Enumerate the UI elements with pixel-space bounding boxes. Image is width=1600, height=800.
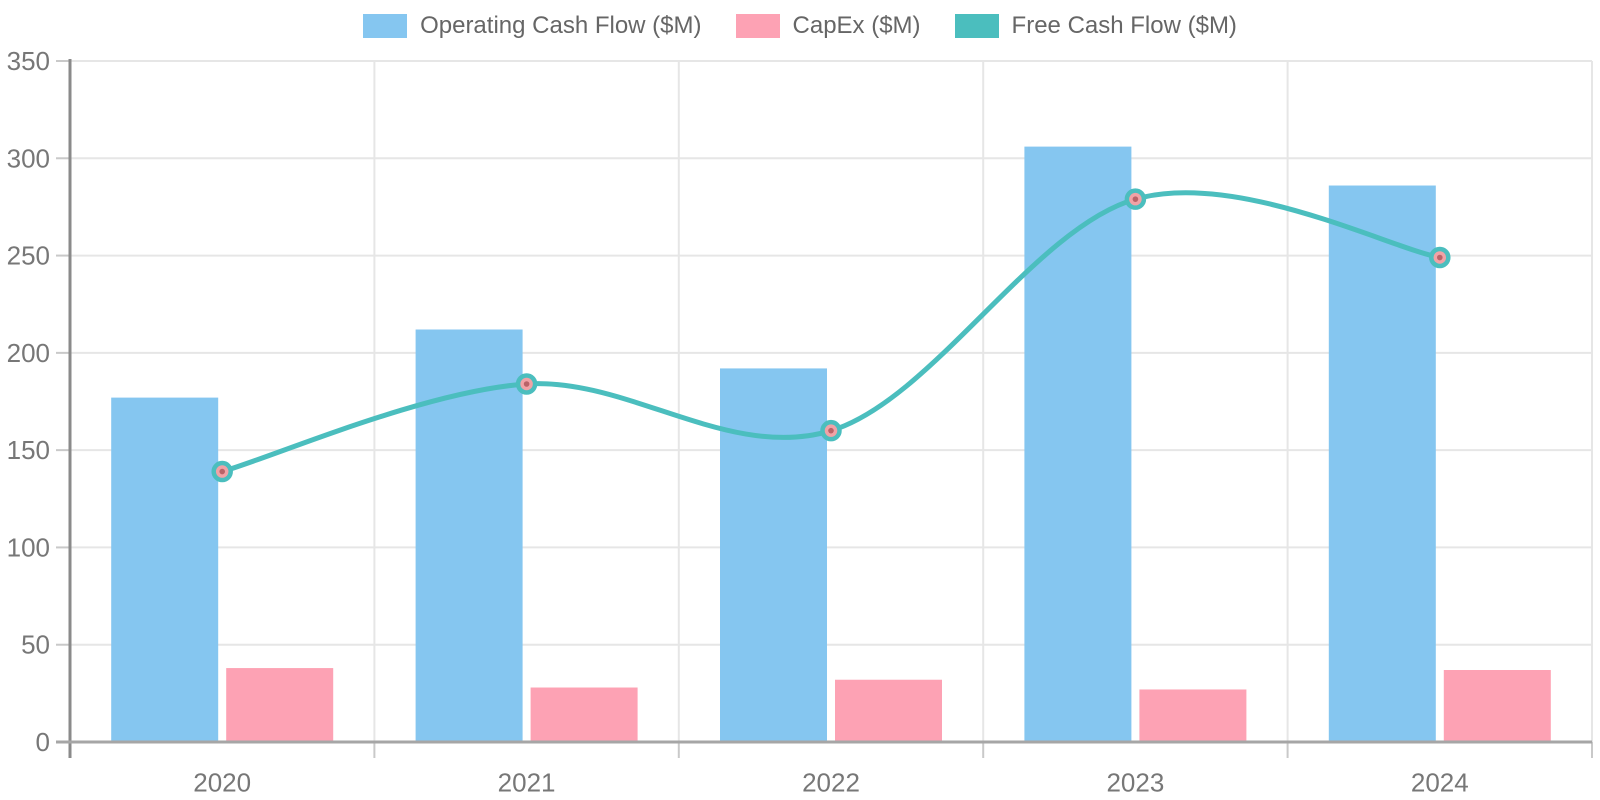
bar-operating-cash-flow-2022[interactable]: [720, 368, 827, 742]
y-tick-label: 200: [7, 338, 50, 368]
bar-operating-cash-flow-2023[interactable]: [1024, 146, 1132, 742]
x-tick-label-2020: 2020: [193, 768, 251, 798]
y-tick-label: 150: [7, 435, 50, 465]
bar-capex-2023[interactable]: [1139, 689, 1247, 742]
legend-swatch-free-cash-flow: [954, 14, 999, 38]
legend-label-free-cash-flow: Free Cash Flow ($M): [1011, 12, 1237, 39]
legend-swatch-capex: [735, 14, 780, 38]
bar-capex-2020[interactable]: [226, 668, 334, 742]
y-tick-label: 50: [21, 630, 50, 660]
legend-label-operating-cash-flow: Operating Cash Flow ($M): [420, 12, 702, 39]
x-tick-label-2021: 2021: [498, 768, 556, 798]
point-center-dot: [523, 381, 530, 387]
x-tick-label-2024: 2024: [1411, 768, 1469, 798]
y-tick-label: 350: [7, 46, 50, 76]
y-tick-label: 250: [7, 241, 50, 271]
x-tick-label-2022: 2022: [802, 768, 860, 798]
point-center-dot: [1437, 254, 1443, 261]
point-center-dot: [828, 427, 834, 434]
legend-label-capex: CapEx ($M): [792, 12, 921, 39]
y-tick-label: 100: [7, 532, 50, 562]
legend-item-operating-cash-flow[interactable]: Operating Cash Flow ($M): [363, 12, 702, 40]
legend-item-capex[interactable]: CapEx ($M): [735, 12, 921, 40]
legend-swatch-operating-cash-flow: [363, 14, 408, 38]
y-tick-label: 0: [36, 727, 50, 757]
bar-capex-2024[interactable]: [1443, 670, 1551, 742]
point-center-dot: [1132, 196, 1139, 202]
legend-item-free-cash-flow[interactable]: Free Cash Flow ($M): [954, 12, 1237, 40]
bar-capex-2022[interactable]: [835, 679, 942, 742]
y-tick-label: 300: [7, 143, 50, 173]
point-center-dot: [219, 468, 225, 475]
bar-capex-2021[interactable]: [530, 687, 638, 742]
bar-operating-cash-flow-2020[interactable]: [111, 397, 219, 742]
chart-legend: Operating Cash Flow ($M) CapEx ($M) Free…: [0, 12, 1600, 40]
bar-operating-cash-flow-2021[interactable]: [415, 329, 523, 742]
bar-operating-cash-flow-2024[interactable]: [1328, 185, 1436, 743]
x-tick-label-2023: 2023: [1106, 768, 1164, 798]
